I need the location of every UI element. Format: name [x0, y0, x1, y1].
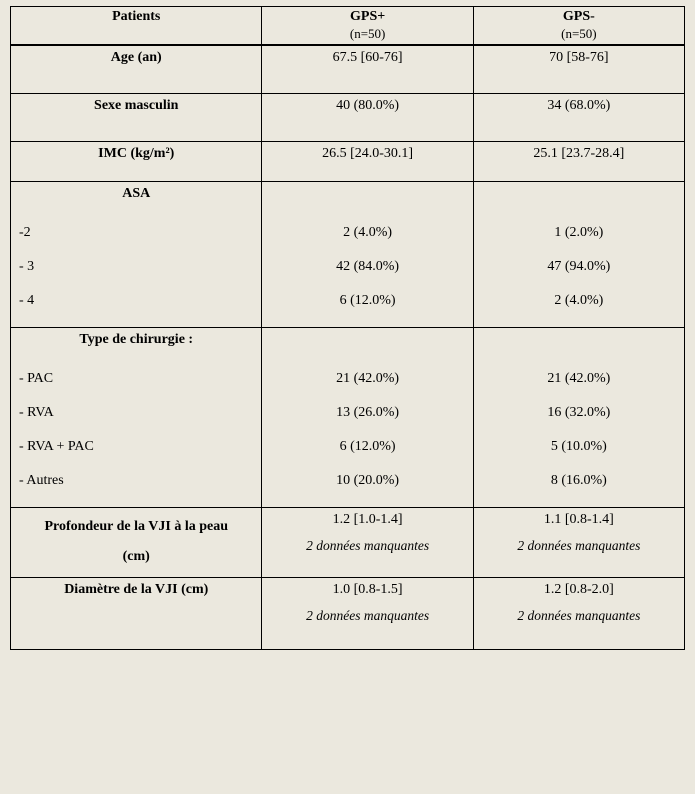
surgery-pac: - PAC [19, 362, 253, 396]
asa-2-gps-minus: 1 (2.0%) [482, 216, 676, 250]
asa-item-4: - 4 [19, 284, 253, 323]
diametre-gps-minus: 1.2 [0.8-2.0] [544, 582, 614, 597]
profondeur-label: Profondeur de la VJI à la peau (cm) [11, 507, 262, 578]
asa-2-gps-plus: 2 (4.0%) [270, 216, 464, 250]
diametre-gps-minus-cell: 1.2 [0.8-2.0] 2 données manquantes [473, 578, 684, 650]
header-gps-minus-label: GPS- [563, 9, 595, 24]
asa-gps-minus: . 1 (2.0%) 47 (94.0%) 2 (4.0%) [473, 181, 684, 327]
diametre-label: Diamètre de la VJI (cm) [11, 578, 262, 650]
diametre-gps-plus-note: 2 données manquantes [270, 598, 464, 624]
surgery-pac-gps-plus: 21 (42.0%) [270, 362, 464, 396]
diametre-gps-plus: 1.0 [0.8-1.5] [333, 582, 403, 597]
asa-item-3: - 3 [19, 250, 253, 284]
surgery-gps-plus: . 21 (42.0%) 13 (26.0%) 6 (12.0%) 10 (20… [262, 327, 473, 507]
row-profondeur: Profondeur de la VJI à la peau (cm) 1.2 … [11, 507, 685, 578]
surgery-rva-pac-gps-minus: 5 (10.0%) [482, 430, 676, 464]
diametre-gps-minus-note: 2 données manquantes [482, 598, 676, 624]
asa-cell-label: ASA -2 - 3 - 4 [11, 181, 262, 327]
age-gps-minus: 70 [58-76] [473, 45, 684, 93]
table-header-row: Patients GPS+ (n=50) GPS- (n=50) [11, 7, 685, 46]
asa-3-gps-plus: 42 (84.0%) [270, 250, 464, 284]
imc-gps-plus: 26.5 [24.0-30.1] [262, 141, 473, 181]
row-imc: IMC (kg/m²) 26.5 [24.0-30.1] 25.1 [23.7-… [11, 141, 685, 181]
surgery-autres-gps-plus: 10 (20.0%) [270, 464, 464, 503]
surgery-gps-minus: . 21 (42.0%) 16 (32.0%) 5 (10.0%) 8 (16.… [473, 327, 684, 507]
asa-4-gps-minus: 2 (4.0%) [482, 284, 676, 323]
sexe-label: Sexe masculin [11, 93, 262, 141]
profondeur-label-line1: Profondeur de la VJI à la peau [44, 519, 228, 534]
surgery-autres-gps-minus: 8 (16.0%) [482, 464, 676, 503]
imc-label: IMC (kg/m²) [11, 141, 262, 181]
profondeur-gps-plus: 1.2 [1.0-1.4] [333, 512, 403, 527]
header-patients: Patients [11, 7, 262, 46]
header-patients-label: Patients [112, 9, 160, 24]
surgery-autres: - Autres [19, 464, 253, 503]
surgery-pac-gps-minus: 21 (42.0%) [482, 362, 676, 396]
sexe-gps-minus: 34 (68.0%) [473, 93, 684, 141]
age-gps-plus: 67.5 [60-76] [262, 45, 473, 93]
profondeur-gps-plus-cell: 1.2 [1.0-1.4] 2 données manquantes [262, 507, 473, 578]
surgery-rva-pac: - RVA + PAC [19, 430, 253, 464]
header-gps-plus-label: GPS+ [350, 9, 385, 24]
row-diametre: Diamètre de la VJI (cm) 1.0 [0.8-1.5] 2 … [11, 578, 685, 650]
profondeur-label-line2: (cm) [123, 549, 150, 564]
surgery-cell-label: Type de chirurgie : - PAC - RVA - RVA + … [11, 327, 262, 507]
row-age: Age (an) 67.5 [60-76] 70 [58-76] [11, 45, 685, 93]
surgery-rva: - RVA [19, 396, 253, 430]
row-asa: ASA -2 - 3 - 4 . 2 (4.0%) 42 (84.0%) 6 (… [11, 181, 685, 327]
header-gps-plus: GPS+ (n=50) [262, 7, 473, 46]
diametre-gps-plus-cell: 1.0 [0.8-1.5] 2 données manquantes [262, 578, 473, 650]
header-gps-minus: GPS- (n=50) [473, 7, 684, 46]
row-sexe: Sexe masculin 40 (80.0%) 34 (68.0%) [11, 93, 685, 141]
patient-table: Patients GPS+ (n=50) GPS- (n=50) Age (an… [0, 0, 695, 660]
asa-3-gps-minus: 47 (94.0%) [482, 250, 676, 284]
header-gps-plus-n: (n=50) [266, 25, 468, 42]
imc-gps-minus: 25.1 [23.7-28.4] [473, 141, 684, 181]
age-label: Age (an) [11, 45, 262, 93]
table: Patients GPS+ (n=50) GPS- (n=50) Age (an… [10, 6, 685, 650]
header-gps-minus-n: (n=50) [478, 25, 680, 42]
profondeur-gps-minus: 1.1 [0.8-1.4] [544, 512, 614, 527]
asa-item-2: -2 [19, 216, 253, 250]
asa-gps-plus: . 2 (4.0%) 42 (84.0%) 6 (12.0%) [262, 181, 473, 327]
asa-4-gps-plus: 6 (12.0%) [270, 284, 464, 323]
row-surgery: Type de chirurgie : - PAC - RVA - RVA + … [11, 327, 685, 507]
profondeur-gps-plus-note: 2 données manquantes [270, 528, 464, 554]
surgery-rva-pac-gps-plus: 6 (12.0%) [270, 430, 464, 464]
sexe-gps-plus: 40 (80.0%) [262, 93, 473, 141]
surgery-rva-gps-minus: 16 (32.0%) [482, 396, 676, 430]
asa-title: ASA [19, 186, 253, 216]
profondeur-gps-minus-note: 2 données manquantes [482, 528, 676, 554]
surgery-title: Type de chirurgie : [19, 332, 253, 362]
profondeur-gps-minus-cell: 1.1 [0.8-1.4] 2 données manquantes [473, 507, 684, 578]
surgery-rva-gps-plus: 13 (26.0%) [270, 396, 464, 430]
